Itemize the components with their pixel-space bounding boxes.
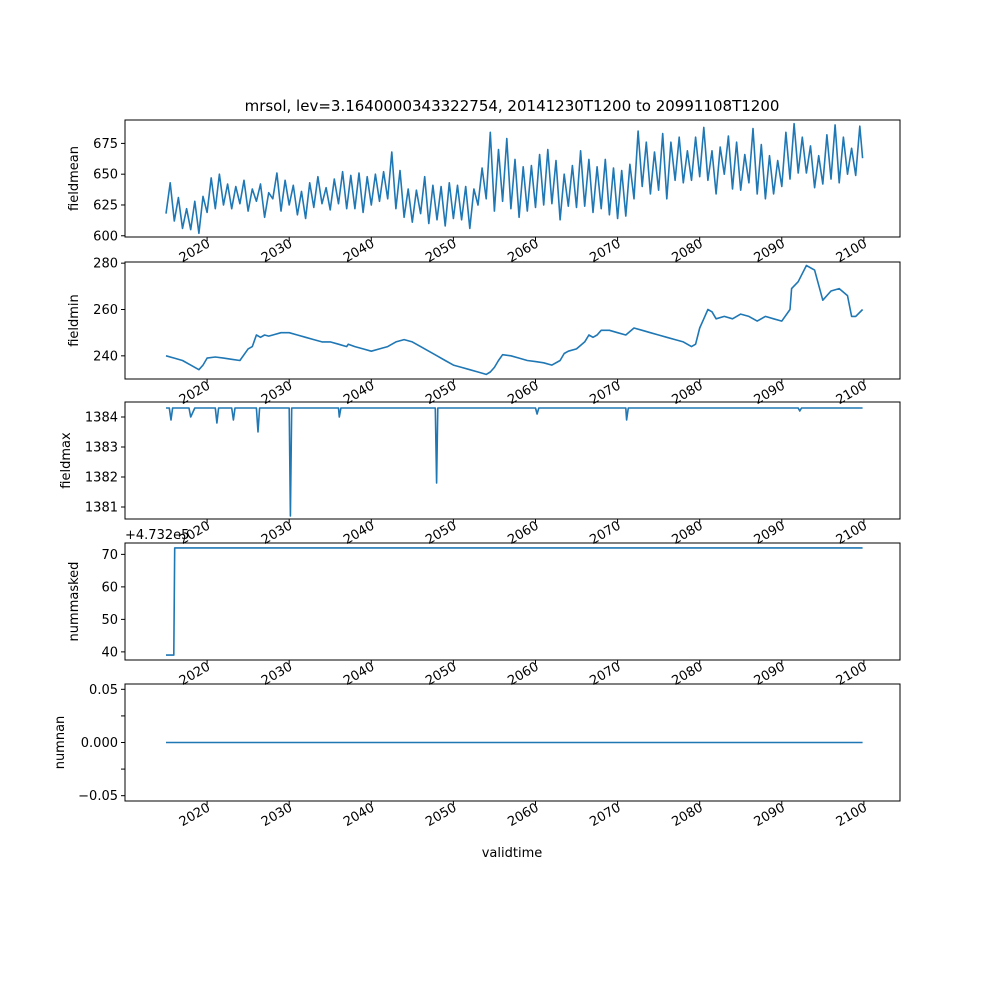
series-line-fieldmean (165, 122, 864, 235)
y-tick-label: 260 (93, 303, 118, 318)
y-tick-label: −0.05 (78, 789, 118, 804)
y-axis-label-fieldmean: fieldmean (67, 146, 82, 211)
y-tick-label: 1381 (85, 501, 118, 516)
y-tick-label: 60 (101, 580, 118, 595)
y-tick-label: 1382 (85, 471, 118, 486)
axes-frame (124, 261, 901, 380)
y-tick-label: 650 (93, 168, 118, 183)
series-line-fieldmax (166, 407, 863, 517)
y-tick-label: 70 (101, 548, 118, 563)
y-tick-label: 675 (93, 137, 118, 152)
y-tick-label: 600 (93, 229, 118, 244)
axes-frame (124, 401, 901, 520)
x-axis-label: validtime (482, 846, 543, 861)
y-tick-label: 280 (93, 257, 118, 272)
y-tick-label: 1384 (85, 411, 118, 426)
y-axis-label-nummasked: nummasked (67, 562, 82, 642)
series-line-nummasked (166, 547, 863, 656)
figure-title: mrsol, lev=3.1640000343322754, 20141230T… (245, 97, 780, 115)
y-tick-label: 40 (101, 645, 118, 660)
axes-frame (124, 119, 901, 238)
y-tick-label: 0.000 (81, 736, 118, 751)
axes-frame (124, 542, 901, 661)
y-tick-label: 240 (93, 349, 118, 364)
series-line-fieldmin (165, 264, 864, 376)
y-axis-label-numnan: numnan (53, 716, 68, 770)
y-axis-label-fieldmin: fieldmin (67, 294, 82, 347)
y-tick-label: 50 (101, 613, 118, 628)
y-axis-label-fieldmax: fieldmax (59, 432, 74, 489)
y-tick-label: 625 (93, 198, 118, 213)
y-tick-label: 1383 (85, 441, 118, 456)
y-offset-label: +4.732e5 (125, 528, 189, 543)
y-tick-label: 0.05 (89, 683, 118, 698)
